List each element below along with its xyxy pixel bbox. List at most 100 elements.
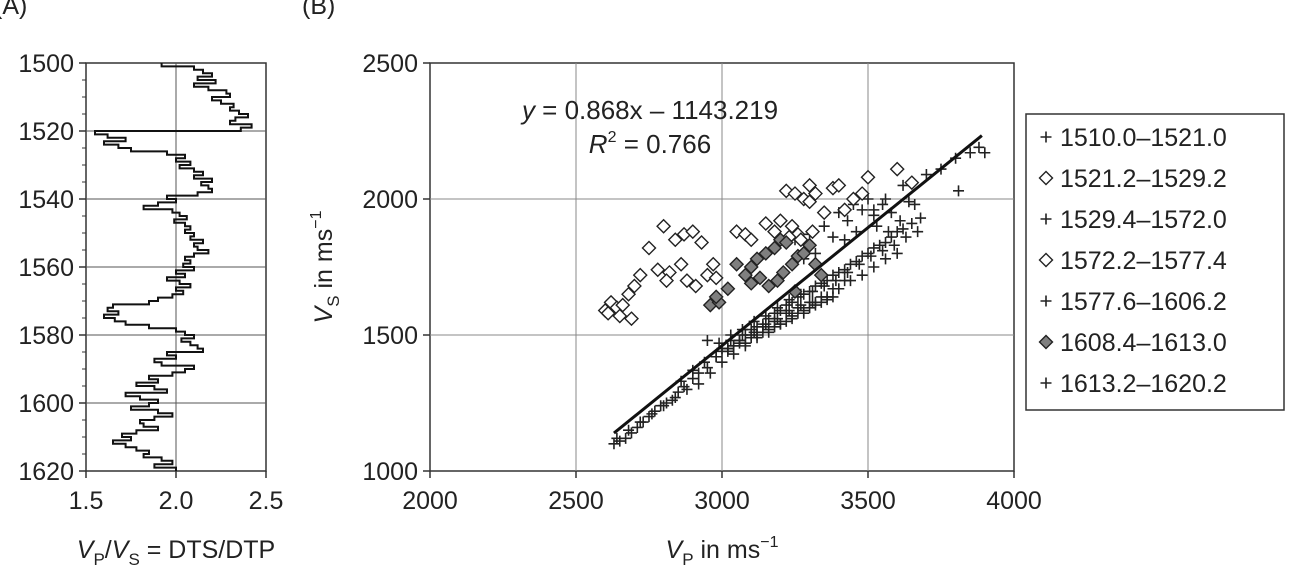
panel-a-y-tick-label: 1540 [18,186,74,214]
scatter-point [612,308,628,324]
scatter-point [752,270,768,286]
scatter-point [915,212,927,224]
scatter-point [749,251,765,267]
scatter-point [860,169,876,185]
scatter-point [666,394,678,406]
panel-a-y-tick-label: 1620 [18,458,74,486]
scatter-point [818,220,830,232]
scatter-point [678,381,690,393]
scatter-point [626,278,642,294]
scatter-point [641,240,657,256]
scatter-point [743,259,759,275]
scatter-point [804,302,816,314]
scatter-point [807,285,819,297]
scatter-point [769,321,781,333]
scatter-point [784,256,800,272]
scatter-point [904,175,920,191]
scatter-point [710,351,722,363]
scatter-point [661,397,673,409]
legend-label: 1521.2–1529.2 [1060,165,1227,193]
panel-b-y-tick-label: 2500 [362,50,418,78]
scatter-point [868,242,880,254]
scatter-point [685,224,701,240]
scatter-point [786,313,798,325]
scatter-point [760,318,772,330]
scatter-point [758,215,774,231]
scatter-point [809,299,821,311]
legend-marker [1040,131,1052,143]
scatter-point [693,378,705,390]
scatter-point [632,267,648,283]
scatter-point [909,198,921,210]
scatter-point [672,386,684,398]
scatter-point [705,256,721,272]
scatter-point [701,362,713,374]
scatter-point [734,337,746,349]
scatter-point [813,267,829,283]
scatter-point [737,267,753,283]
scatter-point [862,193,874,205]
legend: 1510.0–1521.0 1521.2–1529.2 1529.4–1572.0 1… [1025,113,1285,411]
scatter-point [889,161,905,177]
scatter-point [708,289,724,305]
scatter-point [842,266,854,278]
legend-marker [1040,213,1052,225]
scatter-point [767,240,783,256]
panel-b-y-tick-label: 1500 [362,322,418,350]
panel-a-y-tick-label: 1520 [18,118,74,146]
scatter-point [839,234,851,246]
scatter-point [608,438,620,450]
panel-a-y-tick-label: 1560 [18,254,74,282]
panel-label-b: (B) [302,0,335,20]
scatter-point [880,193,892,205]
scatter-point [816,205,832,221]
scatter-point [669,392,681,404]
scatter-point [625,427,637,439]
panel-b-grid [430,63,1014,471]
scatter-point [827,291,839,303]
regression-line [613,134,983,435]
scatter-point [837,202,853,218]
scatter-point [775,264,791,280]
scatter-point [623,424,635,436]
scatter-point [611,432,623,444]
scatter-point [894,215,906,227]
scatter-point [716,356,728,368]
scatter-point [631,421,643,433]
scatter-point [688,278,704,294]
scatter-point [891,247,903,259]
scatter-point [758,245,774,261]
scatter-point [767,224,783,240]
vp-vs-curve [94,63,253,471]
scatter-point [891,226,903,238]
scatter-point [792,307,804,319]
scatter-point [868,209,880,221]
scatter-point [897,223,909,235]
scatter-point [701,334,713,346]
panel-b-x-tick-label: 3000 [694,487,750,515]
scatter-point [704,367,716,379]
scatter-point [778,235,794,251]
scatter-point [862,247,874,259]
scatter-point [897,179,909,191]
scatter-point [796,245,812,261]
scatter-point [856,204,868,216]
scatter-point [722,345,734,357]
scatter-point [729,256,745,272]
scatter-point [964,147,976,159]
scatter-point [805,224,821,240]
scatter-point [802,194,818,210]
scatter-point [807,296,819,308]
scatter-point [821,294,833,306]
scatter-point [802,237,818,253]
scatter-point [623,311,639,327]
legend-marker [1040,295,1052,307]
scatter-point [871,220,883,232]
scatter-point [880,237,892,249]
scatter-point [667,232,683,248]
scatter-point [906,217,918,229]
scatter-point [621,286,637,302]
scatter-point [761,278,777,294]
